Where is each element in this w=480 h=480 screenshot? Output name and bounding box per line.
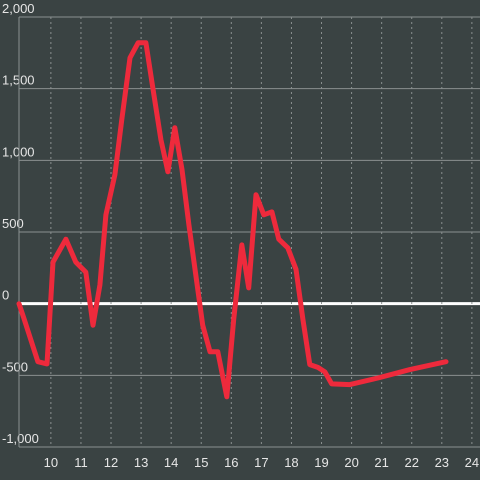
x-tick-label: 15 (194, 455, 208, 470)
y-tick-label: 1,500 (2, 73, 35, 88)
x-tick-label: 14 (164, 455, 178, 470)
x-tick-label: 10 (44, 455, 58, 470)
x-tick-label: 18 (284, 455, 298, 470)
y-tick-label: -500 (2, 359, 28, 374)
x-tick-label: 21 (374, 455, 388, 470)
x-tick-label: 24 (465, 455, 479, 470)
x-tick-label: 16 (224, 455, 238, 470)
x-tick-label: 11 (74, 455, 88, 470)
x-tick-label: 20 (344, 455, 358, 470)
x-tick-label: 17 (254, 455, 268, 470)
x-tick-label: 13 (134, 455, 148, 470)
y-tick-label: 0 (2, 288, 9, 303)
y-tick-label: 2,000 (2, 1, 35, 16)
x-tick-label: 12 (104, 455, 118, 470)
line (16, 40, 449, 400)
x-tick-label: 23 (435, 455, 449, 470)
y-tick-label: 500 (2, 216, 24, 231)
x-tick-label: 22 (405, 455, 419, 470)
y-tick-label: 1,000 (2, 144, 35, 159)
x-tick-label: 19 (314, 455, 328, 470)
y-tick-label: -1,000 (2, 431, 39, 446)
